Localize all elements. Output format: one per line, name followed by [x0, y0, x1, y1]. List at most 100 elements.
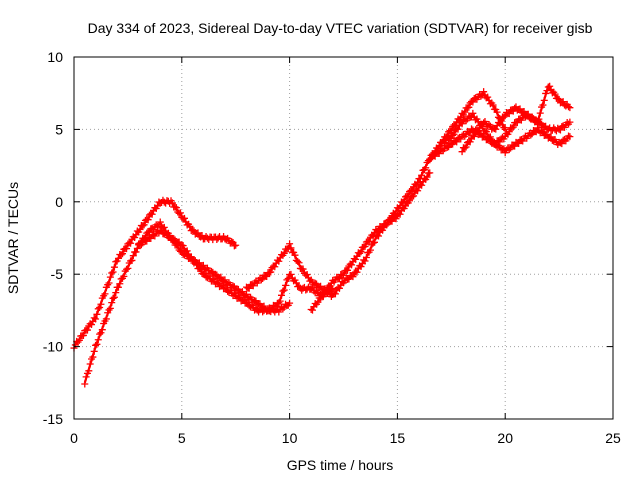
data-point [540, 96, 548, 104]
data-point [278, 291, 286, 299]
data-point [197, 265, 205, 273]
data-point [110, 263, 118, 271]
data-point [128, 256, 136, 264]
data-point [457, 135, 465, 143]
data-point [82, 373, 90, 381]
x-tick-label: 0 [70, 430, 78, 446]
data-point [294, 257, 302, 265]
data-point [129, 252, 137, 260]
data-point [194, 229, 202, 237]
data-point [361, 257, 369, 265]
data-point [240, 296, 248, 304]
data-point [127, 239, 135, 247]
data-point [83, 326, 91, 334]
data-point [414, 178, 422, 186]
data-point [108, 269, 116, 277]
data-point [89, 353, 97, 361]
data-point [481, 127, 489, 135]
data-point [513, 119, 521, 127]
data-point [201, 270, 209, 278]
data-point [267, 268, 275, 276]
data-point [416, 175, 424, 183]
data-point [508, 124, 516, 132]
data-point [492, 125, 500, 133]
data-point [437, 141, 445, 149]
data-point [171, 203, 179, 211]
data-point [516, 105, 524, 113]
data-point [81, 380, 89, 388]
data-point [110, 293, 118, 301]
data-point [144, 216, 152, 224]
x-axis-label: GPS time / hours [287, 457, 394, 473]
data-point [362, 253, 370, 261]
data-point [317, 294, 325, 302]
data-point [136, 226, 144, 234]
data-point [558, 140, 566, 148]
data-point [97, 329, 105, 337]
data-point [158, 226, 166, 234]
data-layer [70, 82, 574, 388]
data-point [311, 279, 319, 287]
data-point [365, 237, 373, 245]
data-point [400, 197, 408, 205]
data-point [221, 276, 229, 284]
data-point [404, 192, 412, 200]
data-point [116, 280, 124, 288]
data-point [322, 288, 330, 296]
series-track-1 [70, 196, 240, 352]
series-track-5 [307, 88, 509, 314]
data-point [282, 281, 290, 289]
data-point [497, 117, 505, 125]
data-point [489, 101, 497, 109]
data-point [137, 241, 145, 249]
data-point [383, 221, 391, 229]
data-point [287, 270, 295, 278]
y-tick-label: -10 [43, 339, 63, 355]
data-point [454, 125, 462, 133]
data-point [119, 250, 127, 258]
data-point [280, 249, 288, 257]
x-tick-label: 15 [390, 430, 406, 446]
data-point [309, 306, 317, 314]
data-point [348, 261, 356, 269]
data-point [369, 239, 377, 247]
data-point [566, 104, 574, 112]
data-point [168, 199, 176, 207]
data-point [120, 272, 128, 280]
data-point [344, 266, 352, 274]
data-point [94, 336, 102, 344]
data-point [453, 138, 461, 146]
data-point [93, 340, 101, 348]
y-tick-label: 0 [55, 194, 63, 210]
data-point [392, 215, 400, 223]
data-point [353, 268, 361, 276]
y-tick-label: -5 [51, 266, 64, 282]
data-point [211, 270, 219, 278]
data-point [547, 133, 555, 141]
data-point [313, 287, 321, 295]
data-point [156, 218, 164, 226]
data-point [303, 270, 311, 278]
data-point [109, 268, 117, 276]
data-point [335, 284, 343, 292]
data-point [283, 276, 291, 284]
data-point [366, 246, 374, 254]
data-point [539, 101, 547, 109]
data-point [74, 338, 82, 346]
data-point [275, 299, 283, 307]
data-point [431, 152, 439, 160]
tick-layer: 0 5 10 15 20 25 -15 -10 -5 0 5 10 [43, 49, 621, 446]
data-point [88, 321, 96, 329]
data-point [105, 306, 113, 314]
data-point [314, 298, 322, 306]
data-point [102, 315, 110, 323]
data-point [480, 88, 488, 96]
data-point [79, 331, 87, 339]
data-point [465, 103, 473, 111]
data-point [505, 146, 513, 154]
data-point [361, 242, 369, 250]
data-point [242, 290, 250, 298]
data-point [462, 143, 470, 151]
data-point [387, 216, 395, 224]
